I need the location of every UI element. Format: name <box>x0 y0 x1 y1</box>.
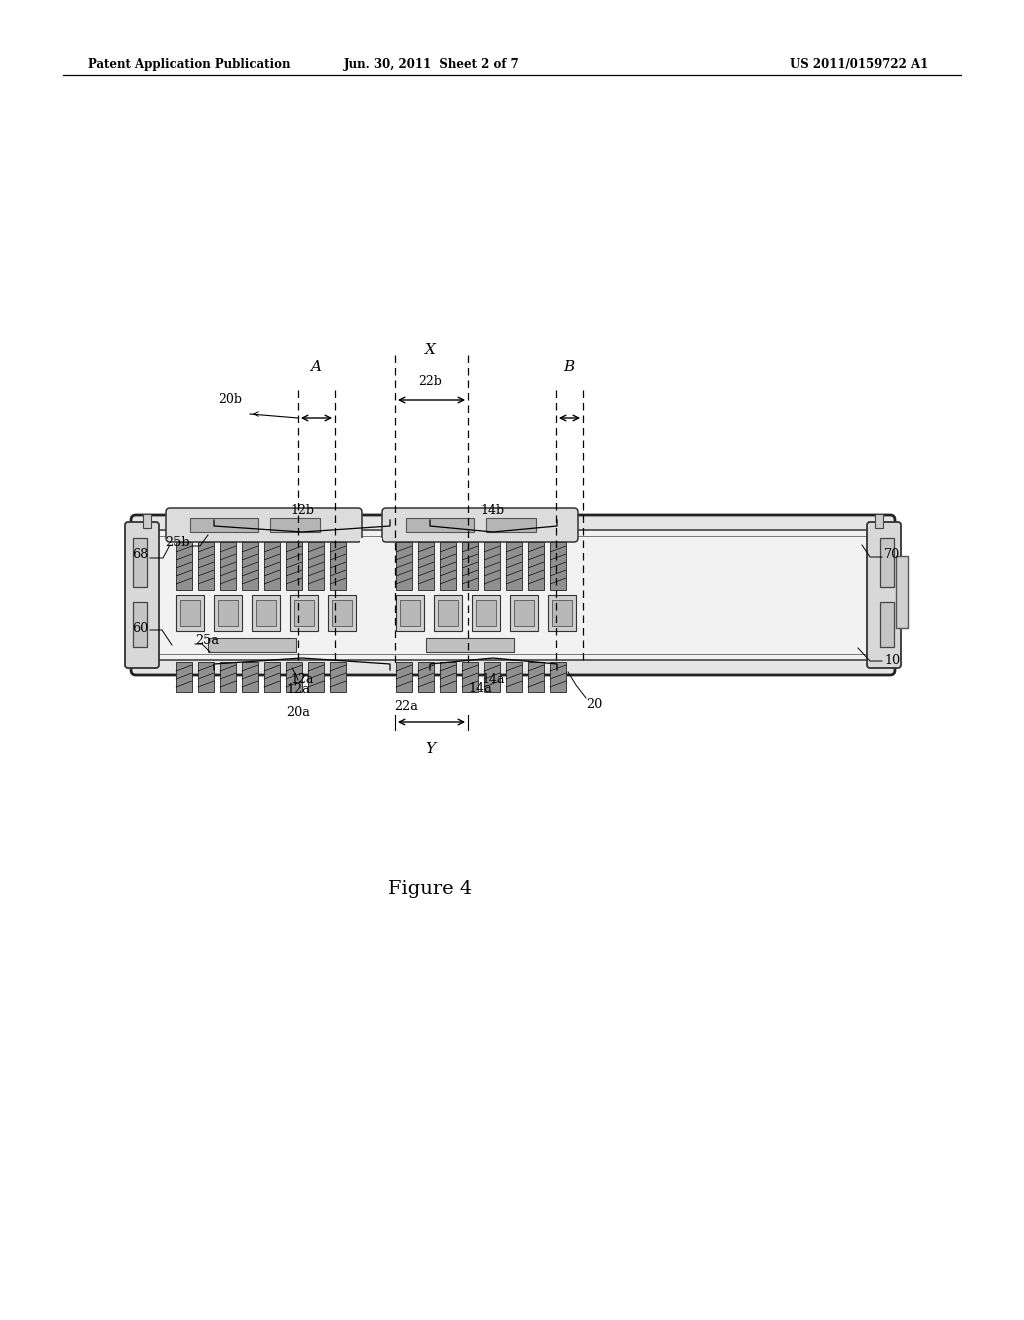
Bar <box>874 513 883 528</box>
Bar <box>148 531 878 660</box>
Text: 60: 60 <box>132 622 148 635</box>
Bar <box>472 595 500 631</box>
Bar <box>156 536 870 653</box>
Text: 70: 70 <box>884 548 900 561</box>
Bar <box>880 539 894 587</box>
Bar <box>220 543 236 590</box>
Text: Figure 4: Figure 4 <box>388 880 472 898</box>
Text: 25b: 25b <box>165 536 190 549</box>
Bar <box>462 543 478 590</box>
Bar <box>360 539 382 652</box>
Bar <box>426 638 514 652</box>
Text: 12b: 12b <box>290 504 314 517</box>
Bar <box>252 595 280 631</box>
Text: 12a: 12a <box>286 682 310 696</box>
Bar <box>548 595 575 631</box>
Bar <box>330 663 346 692</box>
Bar <box>400 601 420 626</box>
Bar <box>550 543 566 590</box>
FancyBboxPatch shape <box>166 508 362 543</box>
Text: 68: 68 <box>132 549 148 561</box>
Bar <box>330 543 346 590</box>
Bar <box>270 517 319 532</box>
Text: 14b: 14b <box>481 504 505 517</box>
Bar <box>528 663 544 692</box>
Bar <box>176 543 193 590</box>
Bar <box>242 663 258 692</box>
Bar <box>880 602 894 647</box>
Bar <box>286 543 302 590</box>
Bar <box>332 601 352 626</box>
Bar <box>308 663 324 692</box>
Bar <box>264 543 280 590</box>
Text: 25a: 25a <box>195 635 219 648</box>
Bar <box>418 543 434 590</box>
Bar <box>476 601 496 626</box>
Text: X: X <box>425 343 435 356</box>
Text: 22b: 22b <box>418 375 442 388</box>
Bar <box>418 663 434 692</box>
Bar <box>208 638 296 652</box>
Text: 20a: 20a <box>286 706 310 719</box>
Bar <box>552 601 572 626</box>
Text: 14a: 14a <box>481 673 505 686</box>
Bar <box>308 543 324 590</box>
Bar <box>484 543 500 590</box>
Bar <box>440 543 456 590</box>
Text: 10: 10 <box>884 653 900 667</box>
Bar <box>896 556 908 627</box>
Text: 20: 20 <box>586 698 602 711</box>
Bar <box>506 663 522 692</box>
Bar <box>242 543 258 590</box>
Text: US 2011/0159722 A1: US 2011/0159722 A1 <box>790 58 928 71</box>
Bar <box>176 663 193 692</box>
Bar <box>528 543 544 590</box>
Bar <box>486 517 536 532</box>
FancyBboxPatch shape <box>382 508 578 543</box>
Bar <box>438 601 458 626</box>
Bar <box>133 602 147 647</box>
FancyBboxPatch shape <box>131 515 895 675</box>
Bar <box>396 663 412 692</box>
Text: 12a: 12a <box>291 673 313 686</box>
Text: 14a: 14a <box>468 682 492 696</box>
Bar <box>440 663 456 692</box>
Bar <box>190 517 258 532</box>
Bar <box>143 513 151 528</box>
Text: Patent Application Publication: Patent Application Publication <box>88 58 291 71</box>
Bar <box>406 517 474 532</box>
Bar <box>484 663 500 692</box>
Bar <box>550 663 566 692</box>
Bar <box>328 595 356 631</box>
Bar <box>514 601 534 626</box>
Bar <box>256 601 276 626</box>
Bar <box>462 663 478 692</box>
Bar <box>286 663 302 692</box>
Bar <box>180 601 200 626</box>
Bar <box>510 595 538 631</box>
Bar <box>214 595 242 631</box>
FancyBboxPatch shape <box>867 521 901 668</box>
Bar <box>218 601 238 626</box>
Bar <box>434 595 462 631</box>
Bar <box>290 595 318 631</box>
Bar <box>294 601 314 626</box>
Bar <box>396 595 424 631</box>
Text: B: B <box>563 360 574 374</box>
Bar <box>264 663 280 692</box>
Bar <box>198 663 214 692</box>
FancyBboxPatch shape <box>125 521 159 668</box>
Text: Jun. 30, 2011  Sheet 2 of 7: Jun. 30, 2011 Sheet 2 of 7 <box>344 58 520 71</box>
Bar <box>396 543 412 590</box>
Bar <box>220 663 236 692</box>
Bar <box>506 543 522 590</box>
Text: 22a: 22a <box>394 700 418 713</box>
Text: A: A <box>310 360 322 374</box>
Text: 20b: 20b <box>218 393 242 407</box>
Bar <box>198 543 214 590</box>
Text: Y: Y <box>425 742 435 756</box>
Bar <box>133 539 147 587</box>
Bar <box>176 595 204 631</box>
